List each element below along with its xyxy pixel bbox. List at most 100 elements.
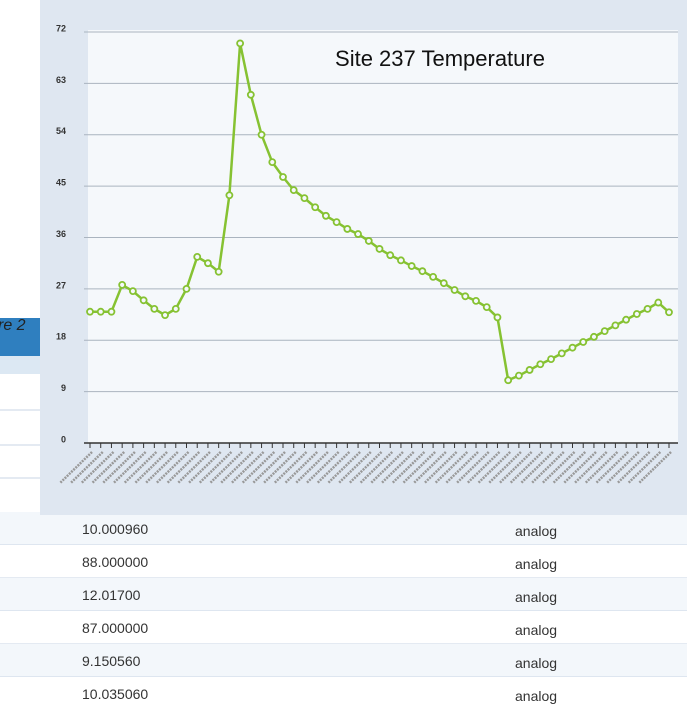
x-tick-label-glyph — [477, 451, 512, 484]
y-tick-label: 63 — [56, 75, 66, 85]
x-tick-label-glyph — [284, 451, 319, 484]
data-point — [418, 267, 427, 276]
caption: re 2 — [0, 317, 26, 334]
x-tick-label-glyph — [166, 451, 201, 484]
table-cell: analog — [515, 589, 557, 605]
x-tick-label-glyph — [230, 451, 265, 484]
data-point — [514, 371, 523, 380]
x-tick-label-glyph — [627, 451, 662, 484]
x-tick-label-glyph — [327, 451, 361, 484]
table-row — [0, 611, 687, 644]
y-tick-label: 54 — [56, 126, 66, 136]
x-tick-label-glyph — [530, 451, 565, 484]
data-point — [375, 245, 384, 253]
x-tick-label-glyph — [241, 451, 276, 484]
x-tick-label-glyph — [123, 451, 158, 484]
data-point — [204, 259, 212, 268]
data-point — [343, 225, 352, 233]
y-tick-label: 36 — [56, 229, 66, 239]
plot-area — [88, 30, 678, 443]
data-point — [461, 292, 470, 301]
x-tick-label-glyph — [552, 451, 587, 484]
data-point — [321, 211, 330, 220]
data-point — [364, 237, 373, 245]
x-tick-label-glyph — [412, 451, 447, 484]
data-point — [332, 218, 341, 226]
y-tick-label: 45 — [56, 178, 66, 188]
x-tick-label-glyph — [445, 451, 479, 484]
header-bar — [0, 318, 40, 356]
table-cell: 9.150560 — [82, 653, 141, 669]
data-point — [439, 279, 448, 288]
table-cell: 88.000000 — [82, 554, 148, 570]
data-point — [450, 286, 459, 294]
data-point — [493, 313, 502, 322]
y-tick-label: 0 — [61, 434, 66, 444]
data-point — [311, 203, 320, 212]
table-cell: analog — [515, 688, 557, 704]
data-point — [268, 158, 277, 167]
data-point — [386, 251, 395, 260]
x-tick-label-glyph — [573, 451, 608, 484]
data-point — [193, 253, 202, 261]
x-tick-label-glyph — [616, 451, 651, 484]
data-point — [86, 307, 94, 316]
data-point — [429, 272, 438, 281]
data-point — [632, 310, 641, 318]
data-point — [150, 304, 159, 313]
table-cell: 12.01700 — [82, 587, 141, 603]
x-tick-label-glyph — [605, 451, 640, 484]
data-point — [482, 303, 491, 312]
x-tick-label-glyph — [434, 451, 469, 484]
data-point — [214, 267, 223, 276]
data-point — [579, 338, 588, 346]
x-tick-label-glyph — [380, 451, 415, 484]
x-tick-label-glyph — [509, 451, 544, 484]
x-tick-label-glyph — [638, 451, 672, 484]
table-cell: analog — [515, 556, 557, 572]
data-point — [568, 343, 577, 352]
data-point — [236, 39, 245, 48]
data-point — [257, 130, 266, 139]
x-tick-label-glyph — [112, 451, 147, 484]
x-tick-label-glyph — [563, 451, 597, 484]
header-strip — [0, 356, 40, 374]
table-cell: analog — [515, 523, 557, 539]
data-point — [590, 332, 598, 341]
data-point — [300, 194, 309, 203]
data-point — [118, 280, 127, 289]
y-tick-label: 27 — [56, 280, 66, 290]
data-point — [246, 90, 255, 99]
table-row — [0, 545, 687, 578]
data-point — [547, 355, 555, 363]
data-point — [643, 304, 652, 313]
x-tick-label-glyph — [423, 451, 458, 484]
x-tick-label-glyph — [219, 451, 254, 484]
x-tick-label-glyph — [177, 451, 211, 484]
x-tick-label-glyph — [273, 451, 308, 484]
data-point — [611, 321, 620, 330]
data-point — [397, 256, 405, 265]
x-tick-label-glyph — [541, 451, 576, 484]
data-point — [472, 296, 480, 305]
x-tick-label-glyph — [252, 451, 286, 484]
table-cell: analog — [515, 622, 557, 638]
x-tick-label-glyph — [262, 451, 297, 484]
x-tick-label-glyph — [391, 451, 426, 484]
data-point — [407, 262, 416, 270]
x-tick-label-glyph — [144, 451, 179, 484]
data-point — [354, 230, 362, 238]
data-point — [107, 307, 116, 316]
x-tick-label-glyph — [520, 451, 554, 484]
x-tick-label-glyph — [59, 451, 93, 484]
y-tick-label: 9 — [61, 383, 66, 393]
x-tick-label-glyph — [498, 451, 533, 484]
data-point — [279, 173, 287, 181]
data-point — [139, 296, 148, 305]
x-tick-label-glyph — [359, 451, 394, 484]
data-point — [289, 186, 298, 195]
data-point — [525, 366, 534, 374]
table-cell: 10.000960 — [82, 521, 148, 537]
x-tick-label-glyph — [102, 451, 136, 484]
